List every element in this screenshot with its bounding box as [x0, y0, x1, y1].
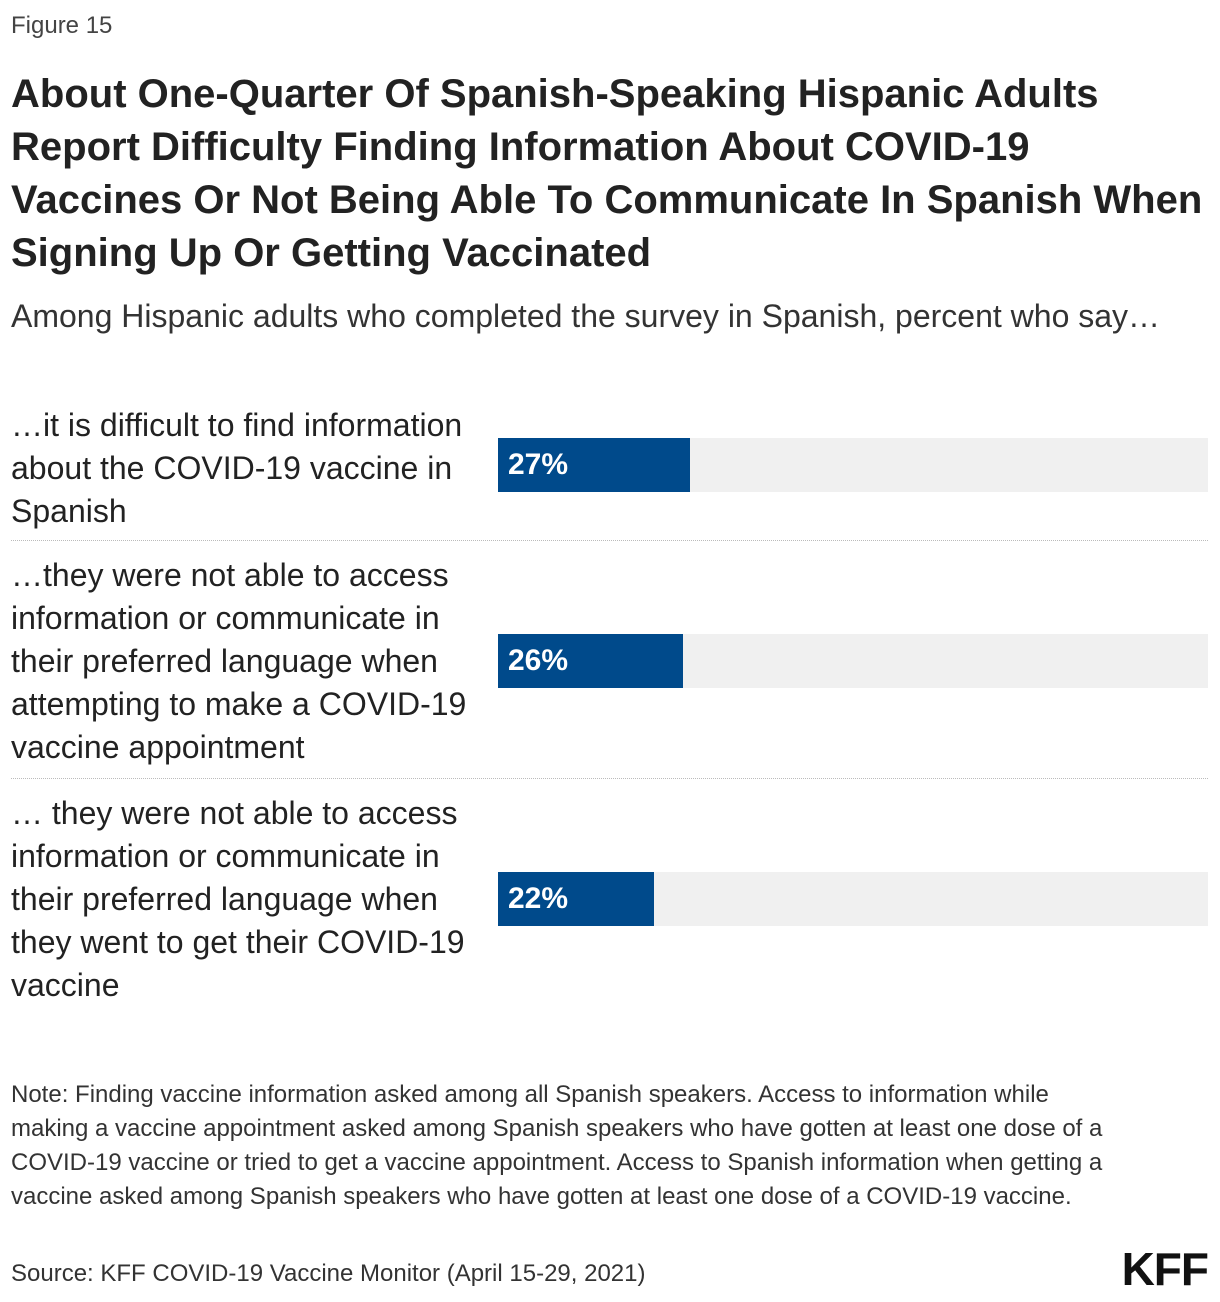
bar	[498, 438, 690, 492]
bar	[498, 872, 654, 926]
bar-row: …they were not able to access informatio…	[11, 554, 1208, 770]
chart-subtitle: Among Hispanic adults who completed the …	[11, 298, 1161, 334]
figure-label: Figure 15	[11, 12, 113, 39]
bar-category-label: … they were not able to access informati…	[11, 795, 465, 1003]
chart-note: Note: Finding vaccine information asked …	[11, 1081, 1103, 1210]
kff-logo: KFF	[1121, 1243, 1209, 1295]
bar-track: 27%	[498, 438, 1208, 492]
bar-track: 22%	[498, 872, 1208, 926]
bar-value-label: 27%	[508, 448, 569, 481]
chart-source: Source: KFF COVID-19 Vaccine Monitor (Ap…	[11, 1260, 646, 1287]
bar-track: 26%	[498, 634, 1208, 688]
bar-category-label: …it is difficult to find information abo…	[11, 407, 463, 529]
row-divider	[11, 540, 1208, 541]
bar-value-label: 26%	[508, 644, 569, 677]
bar-row: …it is difficult to find information abo…	[11, 404, 1208, 534]
bar-value-label: 22%	[508, 882, 569, 915]
bar-category-label: …they were not able to access informatio…	[11, 557, 467, 765]
row-divider	[11, 778, 1208, 779]
bar-row: … they were not able to access informati…	[11, 792, 1208, 1008]
bar	[498, 634, 683, 688]
chart-title: About One-Quarter Of Spanish-Speaking Hi…	[11, 72, 1203, 275]
